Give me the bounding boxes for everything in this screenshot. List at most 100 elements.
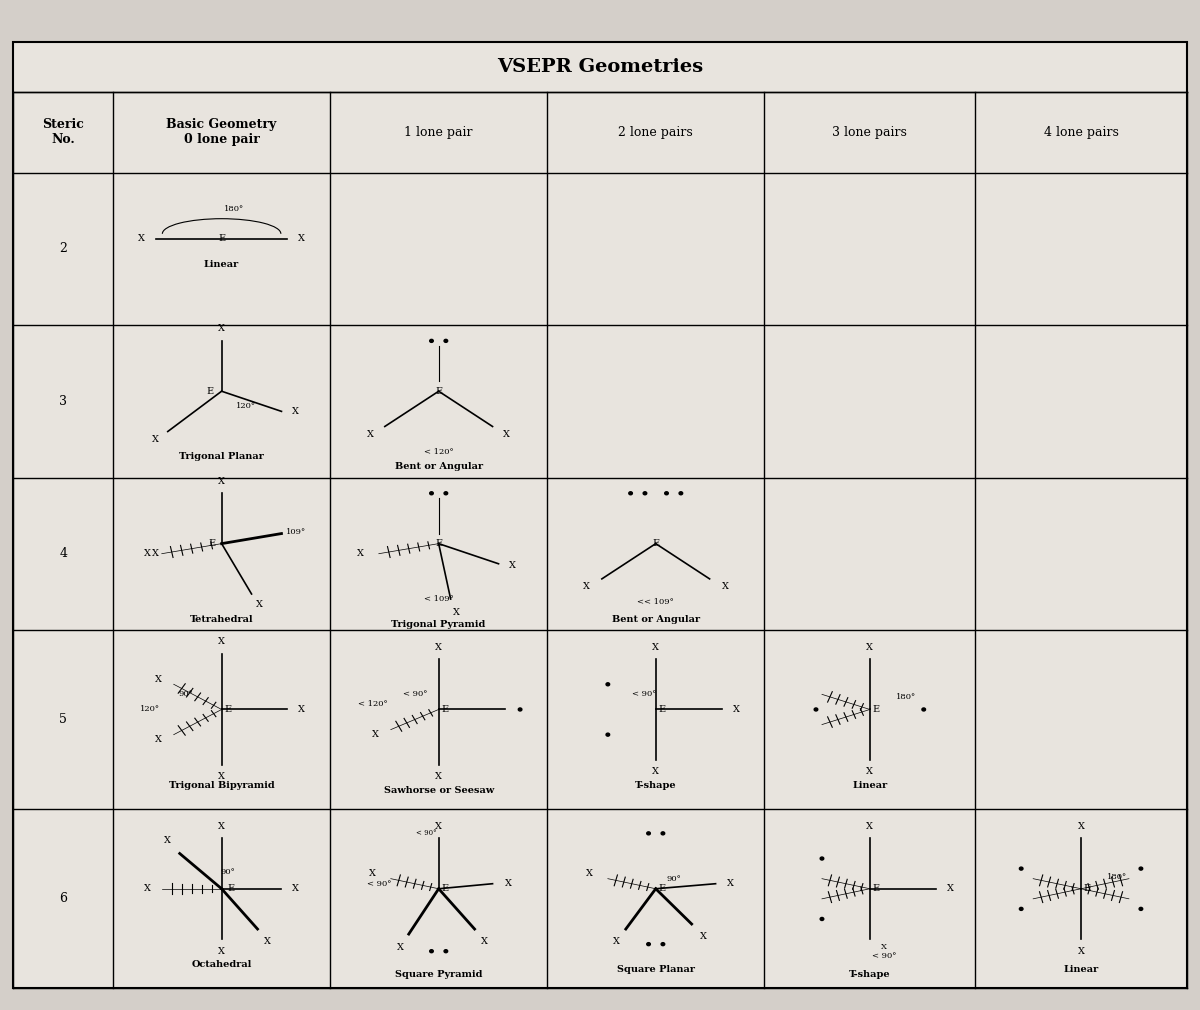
Text: X: X <box>218 324 226 333</box>
Text: X: X <box>358 549 365 559</box>
Text: E: E <box>1084 884 1091 893</box>
Text: E: E <box>652 539 659 548</box>
Text: X: X <box>436 642 442 651</box>
Circle shape <box>1139 868 1142 871</box>
Text: X: X <box>299 705 305 714</box>
Text: 2 lone pairs: 2 lone pairs <box>618 126 694 139</box>
Text: 3: 3 <box>59 395 67 408</box>
Text: E: E <box>442 705 449 714</box>
Text: 4 lone pairs: 4 lone pairs <box>1044 126 1118 139</box>
Circle shape <box>647 942 650 945</box>
Text: E: E <box>658 884 665 893</box>
Text: 120°: 120° <box>235 402 256 410</box>
Circle shape <box>444 492 448 495</box>
Text: 90°: 90° <box>221 868 235 876</box>
Text: 90°: 90° <box>179 691 193 698</box>
Text: X: X <box>155 675 162 684</box>
Circle shape <box>629 492 632 495</box>
Circle shape <box>444 949 448 952</box>
Text: 180°: 180° <box>895 694 916 701</box>
Text: Trigonal Planar: Trigonal Planar <box>179 452 264 462</box>
Text: 5: 5 <box>59 713 67 726</box>
Text: X: X <box>264 936 271 945</box>
Circle shape <box>661 832 665 835</box>
Text: X: X <box>587 870 593 878</box>
Text: 120°: 120° <box>139 705 160 713</box>
Text: < 120°: < 120° <box>424 447 454 456</box>
Text: T-shape: T-shape <box>635 781 677 790</box>
Text: X: X <box>1078 946 1085 955</box>
Text: X: X <box>510 562 516 571</box>
Text: Bent or Angular: Bent or Angular <box>612 615 700 623</box>
Circle shape <box>606 683 610 686</box>
Text: 4: 4 <box>59 547 67 561</box>
Circle shape <box>1019 868 1022 871</box>
Text: < 90°: < 90° <box>416 829 437 837</box>
Text: X: X <box>152 435 160 444</box>
Text: X: X <box>367 430 374 439</box>
Text: X: X <box>726 880 733 888</box>
Text: Bent or Angular: Bent or Angular <box>395 463 482 472</box>
Text: X: X <box>481 936 487 945</box>
Text: X
< 90°: X < 90° <box>872 942 896 960</box>
Circle shape <box>922 708 925 711</box>
Text: VSEPR Geometries: VSEPR Geometries <box>497 58 703 76</box>
Text: X: X <box>454 608 460 617</box>
Text: Square Pyramid: Square Pyramid <box>395 970 482 979</box>
Text: X: X <box>700 931 707 940</box>
Text: Linear: Linear <box>852 781 888 790</box>
Text: X: X <box>721 583 728 592</box>
Text: X: X <box>866 768 874 777</box>
Text: E: E <box>442 884 449 893</box>
Text: Sawhorse or Seesaw: Sawhorse or Seesaw <box>384 786 493 795</box>
Text: E: E <box>209 539 216 548</box>
Text: X: X <box>138 234 145 243</box>
Text: X: X <box>164 836 172 845</box>
Text: X: X <box>947 884 954 893</box>
Text: X: X <box>436 822 442 831</box>
Text: X: X <box>505 880 511 888</box>
FancyBboxPatch shape <box>13 41 1187 989</box>
Text: X: X <box>866 822 874 831</box>
Text: Linear: Linear <box>1063 965 1099 974</box>
Text: X: X <box>152 549 160 559</box>
Circle shape <box>820 857 823 861</box>
Text: Linear: Linear <box>204 260 239 269</box>
Circle shape <box>444 339 448 342</box>
Text: < 90°: < 90° <box>367 880 391 888</box>
Text: X: X <box>1078 822 1085 831</box>
Text: << 109°: << 109° <box>637 598 674 606</box>
Text: 180°: 180° <box>223 205 244 213</box>
Text: 180°: 180° <box>1106 873 1127 881</box>
Circle shape <box>518 708 522 711</box>
Circle shape <box>1139 907 1142 910</box>
Circle shape <box>430 492 433 495</box>
Text: X: X <box>293 407 299 416</box>
Text: 90°: 90° <box>666 875 682 883</box>
Text: E: E <box>872 705 880 714</box>
Text: < 120°: < 120° <box>358 700 388 708</box>
Text: E: E <box>658 705 665 714</box>
Text: X: X <box>370 870 377 878</box>
Text: Square Planar: Square Planar <box>617 965 695 974</box>
Text: < 90°: < 90° <box>631 691 656 698</box>
Text: X: X <box>732 705 739 714</box>
Text: E: E <box>872 884 880 893</box>
Text: 3 lone pairs: 3 lone pairs <box>833 126 907 139</box>
Text: X: X <box>653 768 659 777</box>
Text: Trigonal Bipyramid: Trigonal Bipyramid <box>169 781 275 790</box>
Text: X: X <box>218 477 226 486</box>
Text: X: X <box>653 642 659 651</box>
Text: X: X <box>397 942 404 951</box>
Text: X: X <box>504 430 510 439</box>
Text: X: X <box>293 884 299 893</box>
Text: X: X <box>144 549 151 559</box>
Text: X: X <box>372 730 379 739</box>
Text: X: X <box>257 600 264 609</box>
Circle shape <box>814 708 817 711</box>
Text: X: X <box>299 234 305 243</box>
Text: Trigonal Pyramid: Trigonal Pyramid <box>391 620 486 628</box>
Text: Tetrahedral: Tetrahedral <box>190 615 253 623</box>
Circle shape <box>679 492 683 495</box>
Text: E: E <box>218 234 226 243</box>
